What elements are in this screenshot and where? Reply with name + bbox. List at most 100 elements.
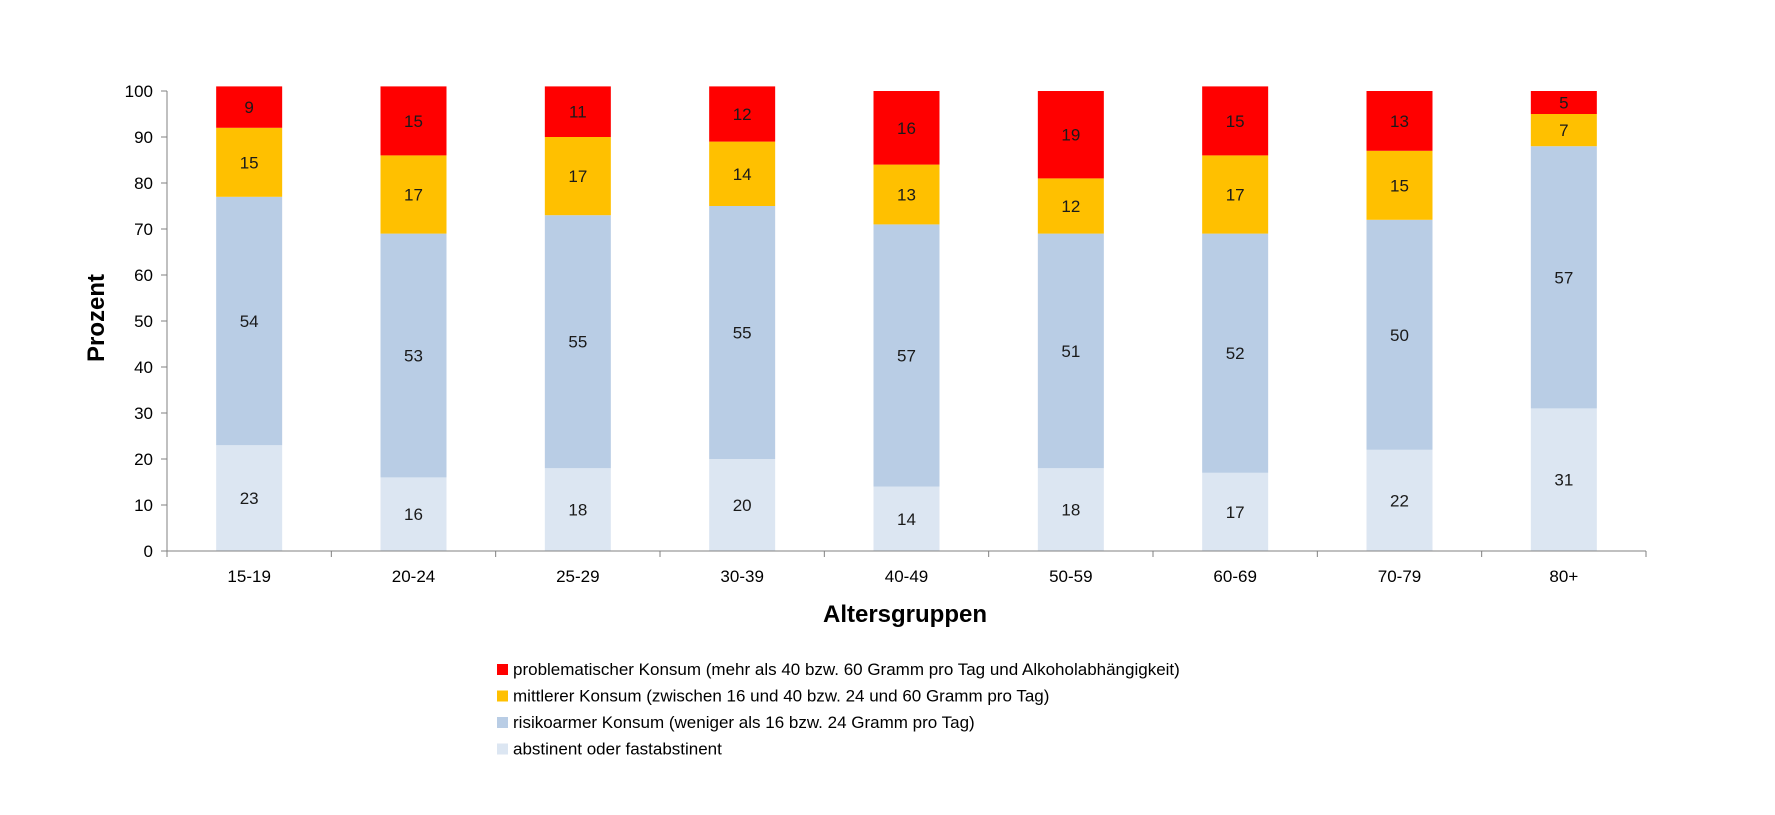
data-label: 16 bbox=[404, 505, 423, 524]
bar-segment bbox=[544, 137, 611, 216]
bar-segment bbox=[380, 477, 447, 551]
x-tick-label: 25-29 bbox=[556, 567, 599, 586]
data-label: 5 bbox=[1559, 94, 1568, 113]
data-label: 11 bbox=[569, 103, 587, 122]
data-label: 23 bbox=[240, 489, 259, 508]
y-axis-title: Prozent bbox=[83, 274, 110, 362]
data-label: 31 bbox=[1554, 471, 1573, 490]
bar-segment bbox=[380, 233, 447, 478]
data-label: 18 bbox=[568, 501, 587, 520]
legend-label: mittlerer Konsum (zwischen 16 und 40 bzw… bbox=[513, 687, 1049, 706]
bar-segment bbox=[380, 86, 447, 156]
bar-segment bbox=[709, 459, 776, 551]
bar-segment bbox=[873, 486, 940, 551]
data-label: 15 bbox=[240, 153, 259, 172]
bar-segment bbox=[1530, 114, 1597, 147]
data-label: 12 bbox=[733, 105, 752, 124]
bar-segment bbox=[1037, 178, 1104, 234]
bar-segment bbox=[873, 91, 940, 165]
data-label: 17 bbox=[1226, 503, 1245, 522]
bar-segment bbox=[1530, 146, 1597, 409]
x-tick-label: 40-49 bbox=[885, 567, 928, 586]
data-label: 13 bbox=[1390, 112, 1409, 131]
y-tick-label: 100 bbox=[125, 82, 153, 101]
data-label: 14 bbox=[897, 510, 916, 529]
x-tick-label: 30-39 bbox=[720, 567, 763, 586]
bar-segment bbox=[1530, 91, 1597, 114]
data-label: 22 bbox=[1390, 491, 1409, 510]
data-label: 55 bbox=[733, 324, 752, 343]
bar-segment bbox=[709, 86, 776, 142]
bar-segment bbox=[1366, 219, 1433, 450]
data-label: 57 bbox=[897, 347, 916, 366]
bar-segment bbox=[380, 155, 447, 234]
data-label: 14 bbox=[733, 165, 752, 184]
legend-swatch bbox=[497, 717, 508, 728]
x-tick-label: 20-24 bbox=[392, 567, 435, 586]
legend-swatch bbox=[497, 743, 508, 755]
data-label: 15 bbox=[1226, 112, 1245, 131]
legend-swatch bbox=[497, 690, 508, 702]
bar-segment bbox=[216, 127, 283, 197]
legend-label: problematischer Konsum (mehr als 40 bzw.… bbox=[513, 660, 1180, 679]
data-label: 15 bbox=[404, 112, 423, 131]
x-tick-label: 50-59 bbox=[1049, 567, 1092, 586]
y-tick-label: 60 bbox=[134, 266, 153, 285]
bar-segment bbox=[216, 196, 283, 446]
data-label: 18 bbox=[1061, 501, 1080, 520]
bar-segment bbox=[1202, 233, 1269, 473]
y-tick-label: 90 bbox=[134, 128, 153, 147]
data-label: 55 bbox=[568, 333, 587, 352]
y-tick-label: 40 bbox=[134, 358, 153, 377]
bar-segment bbox=[544, 86, 611, 137]
bar-segment bbox=[1202, 86, 1269, 156]
x-tick-label: 60-69 bbox=[1213, 567, 1256, 586]
data-label: 17 bbox=[1226, 186, 1245, 205]
data-label: 57 bbox=[1554, 268, 1573, 287]
data-labels-layer: 2354159165317151855171120551412145713161… bbox=[240, 94, 1574, 529]
bar-segment bbox=[1366, 91, 1433, 151]
legend-swatch bbox=[497, 664, 508, 675]
legend-label: risikoarmer Konsum (weniger als 16 bzw. … bbox=[513, 713, 975, 732]
bar-segment bbox=[1037, 468, 1104, 551]
x-tick-label: 70-79 bbox=[1378, 567, 1421, 586]
y-tick-label: 50 bbox=[134, 312, 153, 331]
bar-segment bbox=[544, 468, 611, 551]
bar-segment bbox=[1202, 472, 1269, 551]
bar-segment bbox=[1366, 150, 1433, 220]
axes-layer: 0 10 20 30 40 50 60 70 80 90 100 15-19 20-24 25-29 30-… bbox=[125, 82, 1647, 586]
x-tick-label: 80+ bbox=[1549, 567, 1578, 586]
y-tick-label: 70 bbox=[134, 220, 153, 239]
y-tick-label: 10 bbox=[134, 496, 153, 515]
bar-segment bbox=[1530, 408, 1597, 551]
bar-segment bbox=[1366, 449, 1433, 551]
bar-segment bbox=[873, 164, 940, 225]
bar-segment bbox=[1037, 91, 1104, 179]
data-label: 16 bbox=[897, 119, 916, 138]
data-label: 17 bbox=[568, 167, 587, 186]
data-label: 54 bbox=[240, 312, 259, 331]
y-tick-label: 30 bbox=[134, 404, 153, 423]
legend-label: abstinent oder fastabstinent bbox=[513, 740, 722, 759]
y-tick-label: 20 bbox=[134, 450, 153, 469]
data-label: 7 bbox=[1559, 121, 1568, 140]
bar-segment bbox=[873, 224, 940, 487]
data-label: 17 bbox=[404, 186, 423, 205]
data-label: 19 bbox=[1061, 126, 1080, 145]
bars-layer bbox=[216, 86, 1597, 551]
data-label: 12 bbox=[1061, 197, 1080, 216]
data-label: 9 bbox=[244, 98, 253, 117]
bar-segment bbox=[216, 86, 283, 128]
bar-segment bbox=[544, 215, 611, 469]
y-tick-label: 0 bbox=[144, 542, 153, 561]
data-label: 13 bbox=[897, 186, 916, 205]
data-label: 20 bbox=[733, 496, 752, 515]
y-tick-label: 80 bbox=[134, 174, 153, 193]
x-tick-label: 15-19 bbox=[227, 567, 270, 586]
data-label: 50 bbox=[1390, 326, 1409, 345]
data-label: 53 bbox=[404, 347, 423, 366]
data-label: 52 bbox=[1226, 344, 1245, 363]
data-label: 15 bbox=[1390, 176, 1409, 195]
bar-segment bbox=[1037, 233, 1104, 469]
